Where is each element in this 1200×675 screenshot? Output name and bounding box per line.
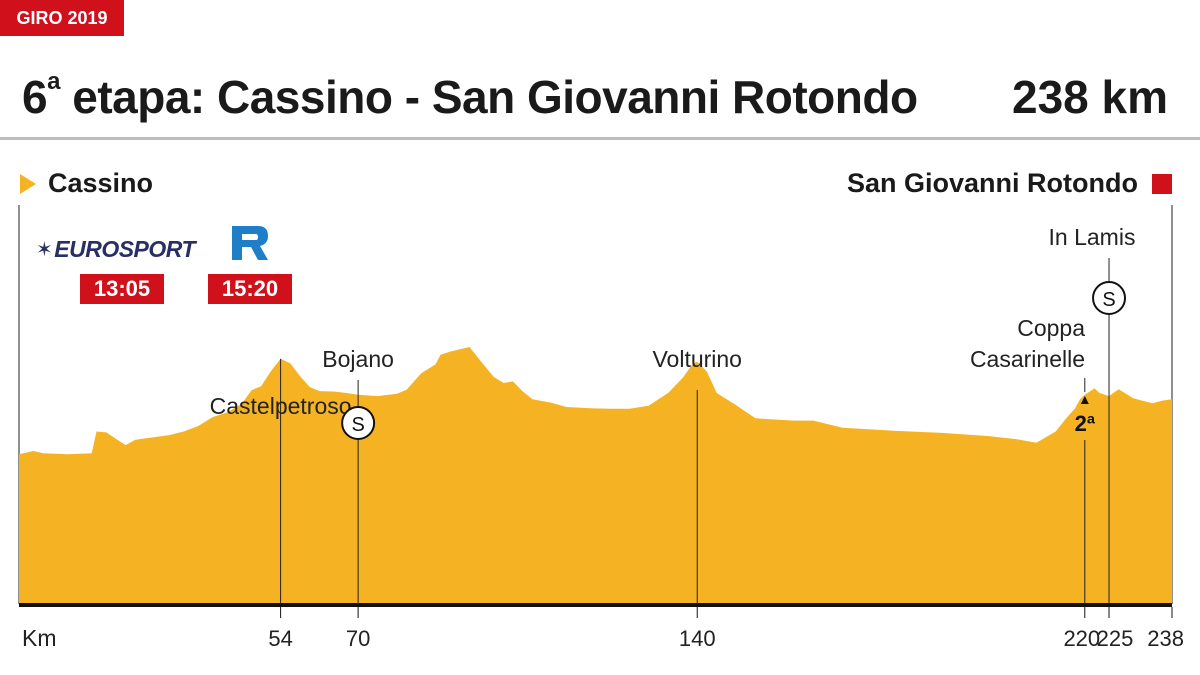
- x-tick-label-5: 238: [1147, 626, 1184, 651]
- stage-number-suffix: a: [47, 68, 60, 95]
- x-tick-label-4: 225: [1097, 626, 1134, 651]
- eurosport-name: EUROSPORT: [54, 236, 196, 262]
- finish-town: San Giovanni Rotondo: [847, 168, 1138, 198]
- stage-title: 6a etapa: Cassino - San Giovanni Rotondo: [22, 68, 918, 124]
- header-divider: [0, 137, 1200, 140]
- x-tick-label-3: 220: [1063, 626, 1100, 651]
- poi-4-sprint-letter: S: [1102, 289, 1115, 311]
- poi-4-label: In Lamis: [1049, 224, 1136, 250]
- poi-4-sprint-icon: [1092, 281, 1127, 315]
- poi-1-sprint-icon: [341, 406, 376, 440]
- x-tick-label-1: 70: [346, 626, 370, 651]
- stage-route: etapa: Cassino - San Giovanni Rotondo: [59, 71, 918, 123]
- poi-2-label: Volturino: [652, 346, 742, 372]
- rai-time: 15:20: [208, 274, 292, 304]
- poi-3-kom-category: 2ª: [1075, 411, 1096, 436]
- stage-number: 6: [22, 71, 48, 123]
- race-tag: GIRO 2019: [0, 0, 124, 36]
- stage-distance: 238 km: [1011, 71, 1168, 123]
- finish-square-icon: [1152, 173, 1172, 194]
- poi-3-label-2: Casarinelle: [970, 346, 1085, 372]
- start-label: Cassino: [20, 168, 153, 199]
- start-town: Cassino: [48, 168, 154, 198]
- elevation-area: [19, 347, 1172, 604]
- eurosport-star-icon: ✶: [36, 239, 53, 261]
- x-axis-label: Km: [22, 625, 57, 651]
- rai-sport-logo-icon: [232, 226, 268, 260]
- poi-1-label: Bojano: [322, 346, 394, 372]
- poi-0-label: Castelpetroso: [210, 393, 352, 419]
- poi-1-sprint-letter: S: [351, 414, 364, 436]
- start-triangle-icon: [20, 173, 36, 194]
- finish-label: San Giovanni Rotondo: [847, 168, 1172, 199]
- eurosport-logo: ✶ EUROSPORT: [36, 236, 196, 263]
- poi-3-label-1: Coppa: [1017, 315, 1085, 341]
- poi-3-kom-triangle-icon: [1080, 396, 1089, 404]
- x-tick-label-0: 54: [268, 626, 292, 651]
- x-tick-label-2: 140: [679, 626, 716, 651]
- eurosport-time: 13:05: [80, 274, 164, 304]
